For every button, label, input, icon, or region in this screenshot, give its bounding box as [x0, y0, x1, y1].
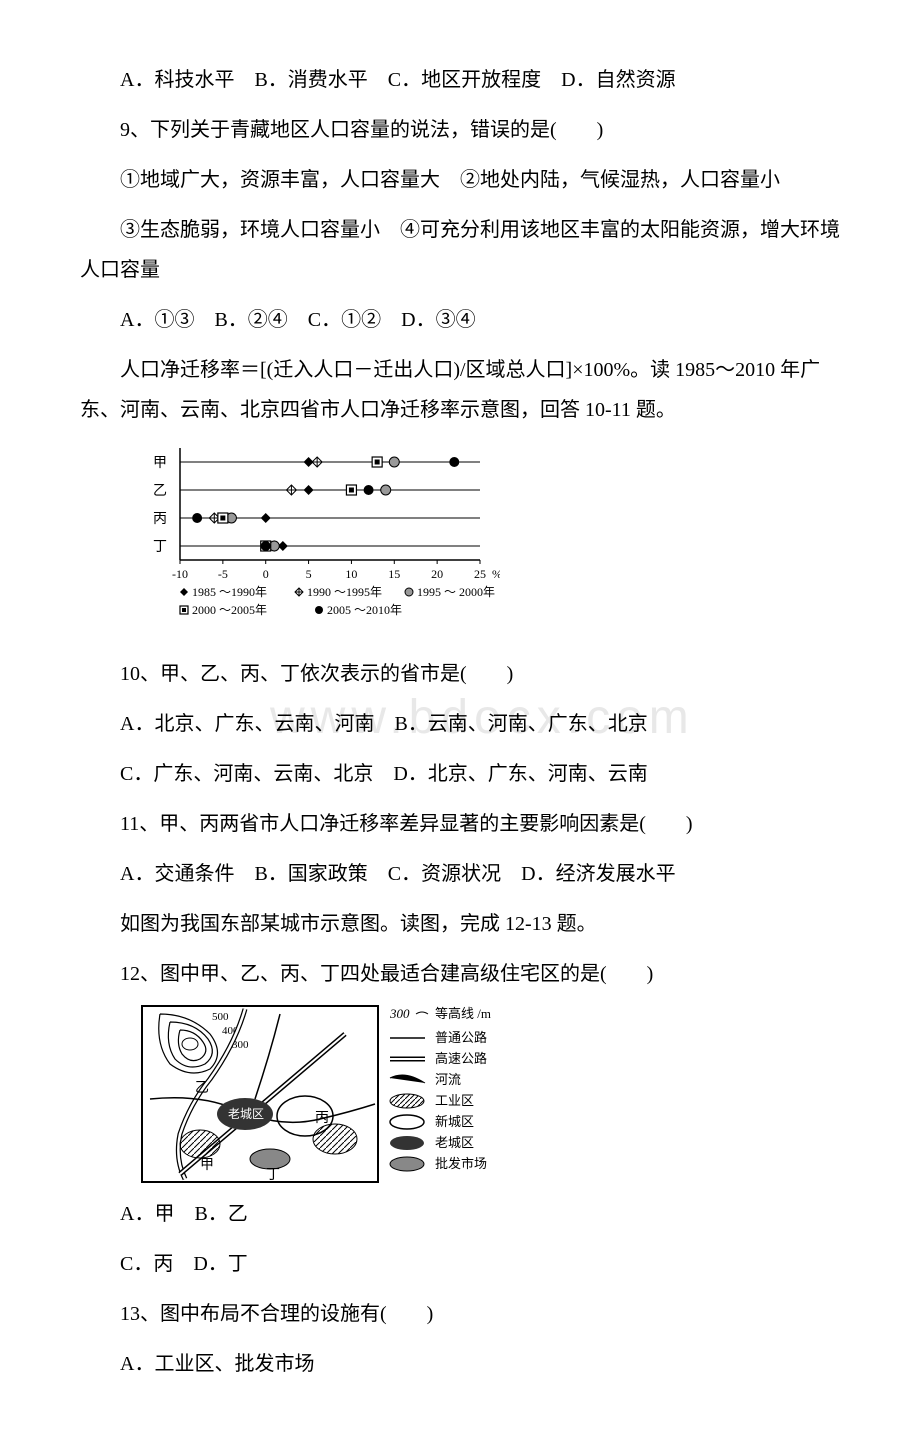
svg-text:500: 500 [212, 1011, 229, 1023]
svg-text:工业区: 工业区 [435, 1093, 474, 1108]
svg-text:丙: 丙 [315, 1111, 329, 1126]
svg-text:河流: 河流 [435, 1072, 461, 1087]
q11-options: A．交通条件 B．国家政策 C．资源状况 D．经济发展水平 [80, 854, 840, 894]
q13-option-a: A．工业区、批发市场 [80, 1344, 840, 1384]
migration-chart: 甲乙丙丁 -10 -5 0 5 10 15 20 25% 1985 ～1990年 1990 ～199… [140, 440, 840, 644]
svg-text:20: 20 [431, 567, 443, 581]
svg-text:批发市场: 批发市场 [435, 1156, 487, 1171]
svg-text:2000 ～2005年: 2000 ～2005年 [192, 603, 267, 617]
svg-text:300: 300 [389, 1006, 410, 1021]
svg-text:-5: -5 [218, 567, 228, 581]
q12-options-1: A．甲 B．乙 [80, 1194, 840, 1234]
svg-text:高速公路: 高速公路 [435, 1051, 487, 1066]
q9-stem: 9、下列关于青藏地区人口容量的说法，错误的是( ) [80, 110, 840, 150]
svg-text:丙: 丙 [153, 512, 167, 527]
svg-text:老城区: 老城区 [435, 1135, 474, 1150]
svg-text:老城区: 老城区 [228, 1107, 264, 1121]
passage1: 人口净迁移率＝[(迁入人口－迁出人口)/区域总人口]×100%。读 1985～2… [80, 350, 840, 430]
svg-text:0: 0 [263, 567, 269, 581]
svg-text:25: 25 [474, 567, 486, 581]
svg-text:丁: 丁 [266, 1168, 280, 1183]
q-tech-options: A．科技水平 B．消费水平 C．地区开放程度 D．自然资源 [80, 60, 840, 100]
svg-text:普通公路: 普通公路 [435, 1030, 487, 1045]
q10-options-2: C．广东、河南、云南、北京 D．北京、广东、河南、云南 [80, 754, 840, 794]
svg-text:1990 ～1995年: 1990 ～1995年 [307, 585, 382, 599]
svg-text:等高线 /m: 等高线 /m [435, 1006, 491, 1021]
q12-stem: 12、图中甲、乙、丙、丁四处最适合建高级住宅区的是( ) [80, 954, 840, 994]
q9-options: A．①③ B．②④ C．①② D．③④ [80, 300, 840, 340]
svg-text:-10: -10 [172, 567, 188, 581]
q10-stem: 10、甲、乙、丙、丁依次表示的省市是( ) [80, 654, 840, 694]
svg-text:2005 ～2010年: 2005 ～2010年 [327, 603, 402, 617]
q9-line2: ③生态脆弱，环境人口容量小 ④可充分利用该地区丰富的太阳能资源，增大环境人口容量 [80, 210, 840, 290]
svg-text:甲: 甲 [200, 1158, 214, 1173]
q13-stem: 13、图中布局不合理的设施有( ) [80, 1294, 840, 1334]
passage2: 如图为我国东部某城市示意图。读图，完成 12-13 题。 [80, 904, 840, 944]
svg-text:%: % [492, 567, 500, 581]
svg-text:1985 ～1990年: 1985 ～1990年 [192, 585, 267, 599]
svg-text:丁: 丁 [153, 540, 167, 555]
svg-text:乙: 乙 [153, 483, 167, 499]
svg-text:新城区: 新城区 [435, 1114, 474, 1129]
svg-text:5: 5 [306, 567, 312, 581]
q10-options-1: A．北京、广东、云南、河南 B．云南、河南、广东、北京 [80, 704, 840, 744]
svg-text:10: 10 [345, 567, 357, 581]
q11-stem: 11、甲、丙两省市人口净迁移率差异显著的主要影响因素是( ) [80, 804, 840, 844]
svg-text:乙: 乙 [195, 1080, 209, 1096]
q9-line1: ①地域广大，资源丰富，人口容量大 ②地处内陆，气候湿热，人口容量小 [80, 160, 840, 200]
q12-options-2: C．丙 D．丁 [80, 1244, 840, 1284]
city-map-figure: 500400300老城区乙甲丙丁 300等高线 /m普通公路高速公路河流工业区新… [140, 1004, 840, 1184]
svg-text:15: 15 [388, 567, 400, 581]
svg-text:甲: 甲 [153, 456, 167, 471]
svg-text:1995 ～ 2000年: 1995 ～ 2000年 [417, 585, 495, 599]
